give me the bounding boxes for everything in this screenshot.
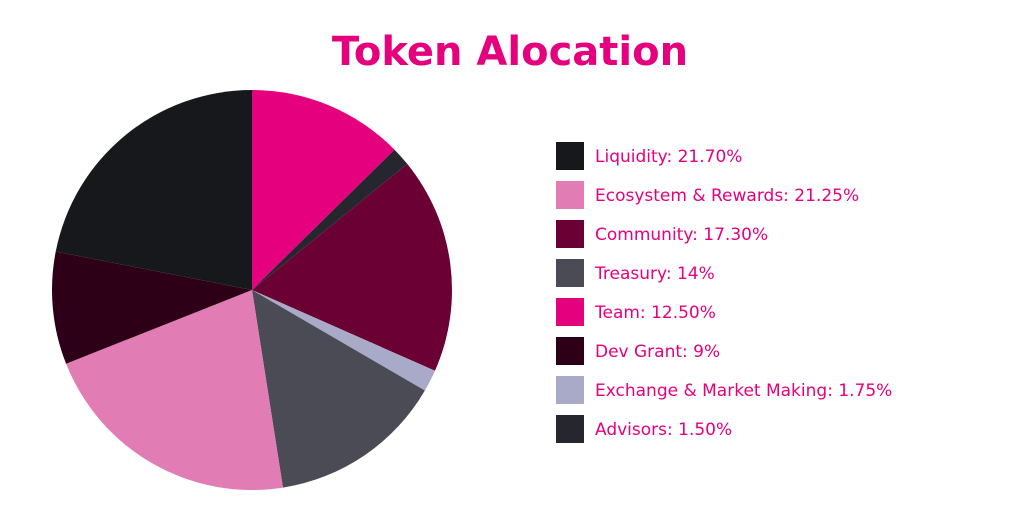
legend-swatch	[556, 181, 584, 209]
pie-slice	[252, 90, 395, 290]
legend-label: Treasury: 14%	[594, 264, 715, 284]
legend-label: Exchange & Market Making: 1.75%	[595, 381, 892, 401]
pie-slice	[252, 290, 425, 488]
legend-swatch	[556, 376, 584, 404]
chart-title: Token Alocation	[332, 29, 688, 75]
legend-label: Dev Grant: 9%	[595, 342, 720, 362]
pie-slice	[252, 149, 408, 290]
legend-swatch	[556, 415, 584, 443]
legend-swatch	[556, 298, 584, 326]
legend-swatch	[556, 337, 584, 365]
legend-swatch	[556, 220, 584, 248]
legend-swatch	[556, 259, 584, 287]
pie-slice	[252, 290, 435, 391]
pie-slice	[55, 90, 253, 290]
legend-label: Community: 17.30%	[595, 225, 768, 245]
legend-label: Ecosystem & Rewards: 21.25%	[595, 186, 859, 206]
legend-label: Advisors: 1.50%	[595, 420, 732, 440]
pie-slice	[252, 163, 452, 371]
pie-slice	[51, 251, 253, 364]
legend-label: Liquidity: 21.70%	[595, 147, 742, 167]
pie-slice	[66, 290, 283, 491]
legend-label: Team: 12.50%	[594, 303, 716, 323]
legend-swatch	[556, 142, 584, 170]
